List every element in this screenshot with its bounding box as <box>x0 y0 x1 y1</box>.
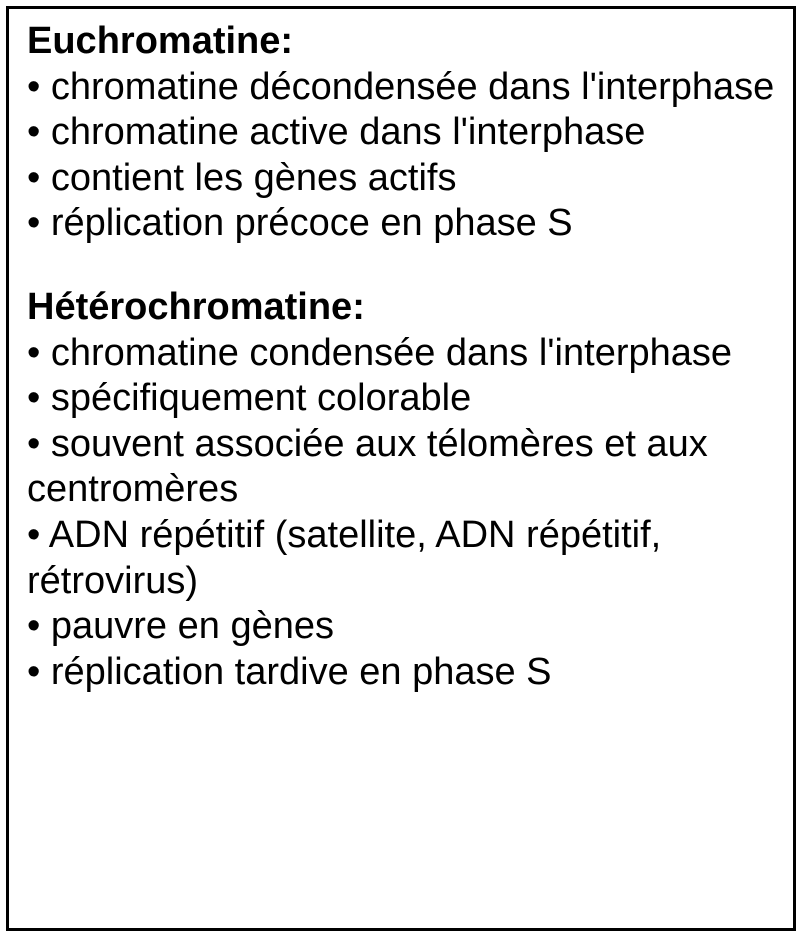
bullet-text: réplication tardive en phase S <box>51 651 552 693</box>
bullet-icon: • <box>27 332 40 374</box>
content-box: Euchromatine: • chromatine décondensée d… <box>6 6 796 931</box>
bullet-text: souvent associée aux télomères et aux ce… <box>27 423 708 511</box>
bullet-text: ADN répétitif (satellite, ADN répétitif,… <box>27 514 661 602</box>
heterochromatine-title: Hétérochromatine: <box>27 285 775 331</box>
bullet-text: chromatine active dans l'interphase <box>51 111 645 153</box>
heterochromatine-item: • pauvre en gènes <box>27 604 775 650</box>
bullet-icon: • <box>27 514 40 556</box>
heterochromatine-item: • chromatine condensée dans l'interphase <box>27 331 775 377</box>
bullet-text: réplication précoce en phase S <box>51 202 573 244</box>
bullet-text: contient les gènes actifs <box>51 157 457 199</box>
euchromatine-item: • réplication précoce en phase S <box>27 201 775 247</box>
bullet-icon: • <box>27 157 40 199</box>
bullet-icon: • <box>27 202 40 244</box>
bullet-text: chromatine décondensée dans l'interphase <box>51 66 774 108</box>
bullet-icon: • <box>27 423 40 465</box>
bullet-icon: • <box>27 66 40 108</box>
bullet-text: pauvre en gènes <box>51 605 334 647</box>
page: Euchromatine: • chromatine décondensée d… <box>0 0 802 937</box>
bullet-icon: • <box>27 377 40 419</box>
heterochromatine-item: • souvent associée aux télomères et aux … <box>27 422 775 513</box>
euchromatine-item: • contient les gènes actifs <box>27 156 775 202</box>
euchromatine-item: • chromatine active dans l'interphase <box>27 110 775 156</box>
bullet-text: chromatine condensée dans l'interphase <box>51 332 732 374</box>
bullet-text: spécifiquement colorable <box>51 377 471 419</box>
bullet-icon: • <box>27 605 40 647</box>
heterochromatine-item: • ADN répétitif (satellite, ADN répétiti… <box>27 513 775 604</box>
bullet-icon: • <box>27 651 40 693</box>
heterochromatine-item: • réplication tardive en phase S <box>27 650 775 696</box>
heterochromatine-item: • spécifiquement colorable <box>27 376 775 422</box>
section-gap <box>27 247 775 285</box>
euchromatine-item: • chromatine décondensée dans l'interpha… <box>27 65 775 111</box>
bullet-icon: • <box>27 111 40 153</box>
euchromatine-title: Euchromatine: <box>27 19 775 65</box>
